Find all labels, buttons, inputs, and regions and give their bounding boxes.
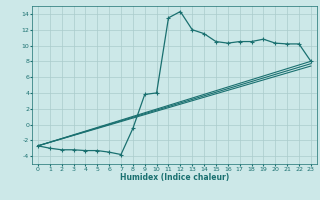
X-axis label: Humidex (Indice chaleur): Humidex (Indice chaleur) xyxy=(120,173,229,182)
